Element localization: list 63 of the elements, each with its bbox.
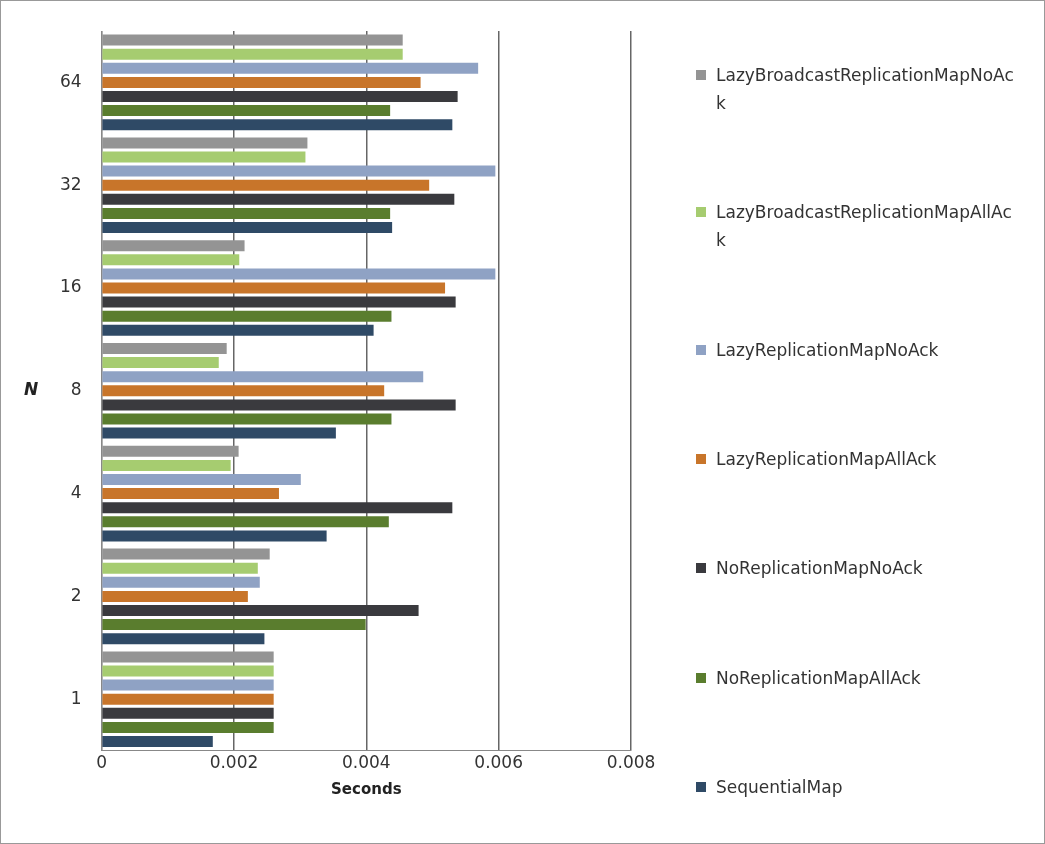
bar — [102, 516, 389, 528]
x-axis-title: Seconds — [331, 779, 402, 798]
x-tick-label: 0.008 — [606, 752, 656, 773]
bar — [102, 254, 240, 266]
x-tick-label: 0.004 — [341, 752, 391, 773]
bar — [102, 590, 248, 602]
bar — [102, 530, 327, 542]
bar — [102, 324, 374, 336]
y-tick-label: 1 — [70, 687, 82, 708]
y-tick-label: 64 — [59, 70, 82, 91]
bar — [102, 707, 274, 719]
bar — [102, 207, 391, 219]
y-tick-label: 4 — [70, 482, 82, 503]
bar — [102, 619, 366, 631]
bar — [102, 502, 453, 514]
y-tick-label: 32 — [59, 173, 82, 194]
bar — [102, 105, 391, 117]
bar — [102, 413, 392, 425]
bar — [102, 665, 274, 677]
bar — [102, 282, 446, 294]
bar — [102, 385, 385, 397]
bar — [102, 119, 453, 131]
legend-label: LazyBroadcastReplicationMapAllAck — [716, 201, 1013, 253]
y-axis-title: N — [23, 379, 39, 400]
x-tick-label: 0.006 — [474, 752, 523, 773]
bar — [102, 91, 458, 102]
bar — [102, 427, 336, 439]
bar — [102, 562, 258, 574]
bar — [102, 179, 430, 191]
legend-label: LazyReplicationMapNoAck — [716, 338, 940, 362]
bar — [102, 310, 392, 322]
legend-label: SequentialMap — [716, 775, 844, 799]
bar — [102, 399, 456, 411]
bar — [102, 605, 419, 616]
bar — [102, 679, 274, 691]
bar — [102, 576, 260, 588]
bar — [102, 474, 301, 485]
bar — [102, 633, 265, 645]
bar — [102, 62, 479, 74]
bar — [102, 76, 421, 88]
legend-label: LazyReplicationMapAllAck — [716, 448, 938, 471]
y-tick-label: 2 — [70, 584, 82, 605]
bar — [102, 165, 496, 177]
bar — [102, 488, 279, 500]
legend-label: NoReplicationMapAllAck — [716, 666, 922, 690]
legend-label: NoReplicationMapNoAck — [716, 557, 924, 581]
bar — [102, 371, 424, 383]
bar — [102, 357, 219, 369]
bar — [102, 459, 231, 471]
bar — [102, 222, 393, 233]
bar — [102, 48, 403, 60]
bar — [102, 151, 306, 163]
bar — [102, 296, 456, 308]
x-tick-label: 0.002 — [209, 752, 259, 773]
y-tick-label: 8 — [70, 379, 82, 400]
bar — [102, 693, 274, 705]
legend-label: LazyBroadcastReplicationMapNoAck — [716, 64, 1015, 115]
bar — [102, 736, 213, 747]
x-tick-label: 0 — [96, 752, 108, 773]
bar — [102, 193, 455, 205]
bar — [102, 721, 274, 733]
bar — [102, 268, 496, 280]
y-tick-label: 16 — [59, 276, 82, 297]
